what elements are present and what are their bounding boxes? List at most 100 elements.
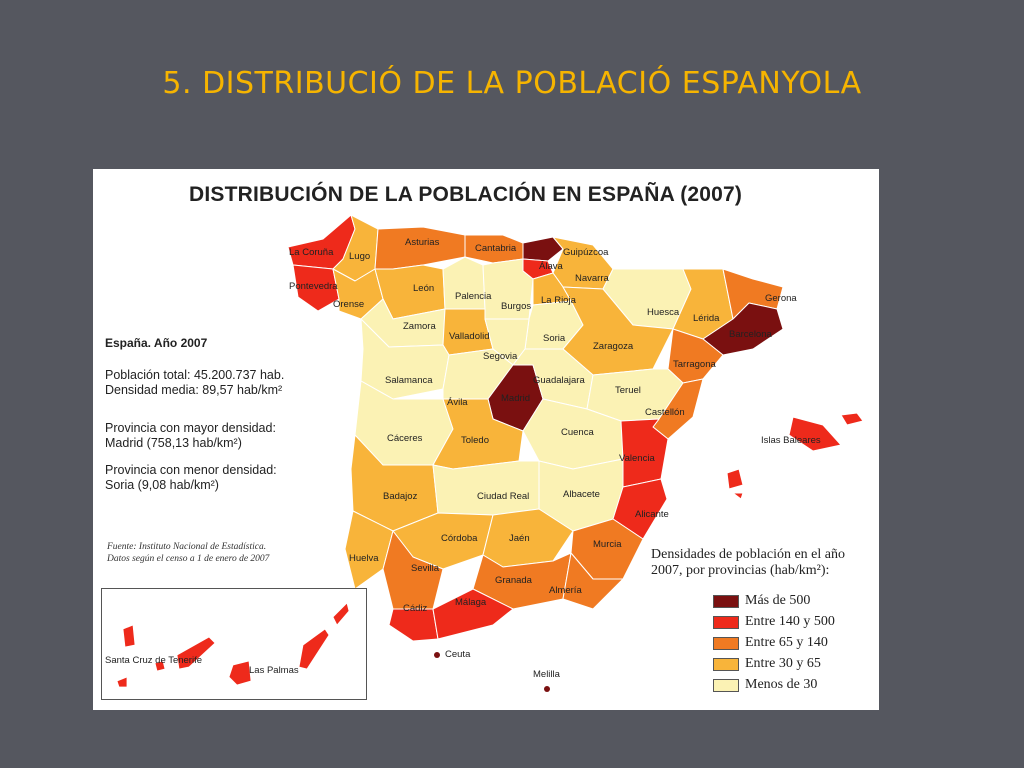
min-density-value: Soria (9,08 hab/km²)	[105, 478, 219, 492]
label-jaen: Jaén	[509, 533, 530, 544]
label-lerida: Lérida	[693, 313, 720, 324]
label-barcelona: Barcelona	[729, 329, 772, 340]
spain-density-map: La Coruña Lugo Asturias Cantabria Guipúz…	[105, 214, 864, 692]
label-cadiz: Cádiz	[403, 603, 428, 614]
region-huelva	[344, 510, 394, 590]
label-pontevedra: Pontevedra	[289, 281, 338, 292]
label-valencia: Valencia	[619, 453, 655, 464]
map-title: DISTRIBUCIÓN DE LA POBLACIÓN EN ESPAÑA (…	[189, 183, 743, 206]
legend-swatch	[713, 637, 739, 650]
label-granada: Granada	[495, 575, 533, 586]
min-density-label: Provincia con menor densidad:	[105, 463, 277, 477]
region-pontevedra	[292, 264, 340, 312]
label-almeria: Almería	[549, 585, 582, 596]
legend-title-line-1: Densidades de población en el año	[651, 547, 845, 562]
source-line-1: Fuente: Instituto Nacional de Estadístic…	[107, 542, 267, 552]
label-salamanca: Salamanca	[385, 375, 433, 386]
label-avila: Ávila	[447, 397, 468, 408]
slide-title: 5. DISTRIBUCIÓ DE LA POBLACIÓ ESPANYOLA	[162, 66, 862, 101]
label-lugo: Lugo	[349, 251, 370, 262]
canary-la-gomera	[154, 660, 166, 672]
legend-swatch	[713, 595, 739, 608]
region-guipuzcoa	[522, 236, 564, 262]
region-almeria	[562, 552, 624, 610]
max-density-info: Provincia con mayor densidad: Madrid (75…	[105, 421, 276, 451]
legend-label: Menos de 30	[745, 677, 818, 692]
source-line-2: Datos según el censo a 1 de enero de 200…	[107, 554, 270, 564]
label-gerona: Gerona	[765, 293, 797, 304]
max-density-value: Madrid (758,13 hab/km²)	[105, 436, 242, 450]
label-cordoba: Córdoba	[441, 533, 478, 544]
population-map-card: DISTRIBUCIÓN DE LA POBLACIÓN EN ESPAÑA (…	[93, 169, 879, 710]
legend-label: Entre 30 y 65	[745, 656, 821, 671]
region-ciudad-real	[432, 460, 540, 516]
label-zamora: Zamora	[403, 321, 436, 332]
canary-la-palma	[122, 624, 136, 648]
max-density-label: Provincia con mayor densidad:	[105, 421, 276, 435]
label-tarragona: Tarragona	[673, 359, 716, 370]
region-cadiz	[388, 608, 439, 642]
label-navarra: Navarra	[575, 273, 610, 284]
info-heading: España. Año 2007	[105, 336, 208, 350]
region-baleares-menorca	[840, 412, 864, 426]
mean-density: Densidad media: 89,57 hab/km²	[105, 383, 283, 397]
label-melilla: Melilla	[533, 669, 561, 680]
label-murcia: Murcia	[593, 539, 622, 550]
label-baleares: Islas Baleares	[761, 435, 821, 446]
min-density-info: Provincia con menor densidad: Soria (9,0…	[105, 463, 277, 493]
label-segovia: Segovia	[483, 351, 518, 362]
canary-tenerife	[176, 636, 216, 670]
region-malaga	[432, 588, 514, 640]
region-baleares-mallorca	[788, 416, 842, 452]
legend-swatch	[713, 658, 739, 671]
label-leon: León	[413, 283, 434, 294]
region-baleares-formentera	[732, 492, 744, 500]
legend-swatch	[713, 616, 739, 629]
label-ciudad-real: Ciudad Real	[477, 491, 529, 502]
label-sevilla: Sevilla	[411, 563, 440, 574]
label-huesca: Huesca	[647, 307, 680, 318]
label-toledo: Toledo	[461, 435, 489, 446]
label-cantabria: Cantabria	[475, 243, 517, 254]
source-note: Fuente: Instituto Nacional de Estadístic…	[107, 541, 269, 565]
label-castellon: Castellón	[645, 407, 685, 418]
region-asturias	[374, 226, 466, 270]
label-alava: Álava	[539, 261, 563, 272]
ceuta-dot	[434, 652, 440, 658]
population-info: Población total: 45.200.737 hab. Densida…	[105, 368, 284, 398]
legend-label: Entre 65 y 140	[745, 635, 828, 650]
label-malaga: Málaga	[455, 597, 487, 608]
melilla-dot	[544, 686, 550, 692]
label-la-rioja: La Rioja	[541, 295, 577, 306]
label-teruel: Teruel	[615, 385, 641, 396]
canary-gran-canaria	[228, 660, 252, 686]
legend-label: Más de 500	[745, 593, 811, 608]
label-zaragoza: Zaragoza	[593, 341, 634, 352]
label-las-palmas: Las Palmas	[249, 665, 299, 676]
label-palencia: Palencia	[455, 291, 492, 302]
legend-label: Entre 140 y 500	[745, 614, 835, 629]
total-population: Población total: 45.200.737 hab.	[105, 368, 285, 382]
region-baleares-ibiza	[726, 468, 744, 490]
canary-fuerteventura	[298, 628, 330, 670]
label-alicante: Alicante	[635, 509, 669, 520]
label-huelva: Huelva	[349, 553, 379, 564]
label-soria: Soria	[543, 333, 566, 344]
label-caceres: Cáceres	[387, 433, 423, 444]
label-orense: Orense	[333, 299, 364, 310]
label-guipuzcoa: Guipúzcoa	[563, 247, 609, 258]
label-ceuta: Ceuta	[445, 649, 471, 660]
label-madrid: Madrid	[501, 393, 530, 404]
canary-el-hierro	[116, 676, 128, 688]
legend-swatch	[713, 679, 739, 692]
canary-islands-inset	[101, 588, 367, 700]
label-cuenca: Cuenca	[561, 427, 594, 438]
label-valladolid: Valladolid	[449, 331, 490, 342]
legend-title: Densidades de población en el año 2007, …	[651, 547, 845, 579]
label-asturias: Asturias	[405, 237, 440, 248]
label-albacete: Albacete	[563, 489, 600, 500]
label-badajoz: Badajoz	[383, 491, 418, 502]
label-la-coruna: La Coruña	[289, 247, 334, 258]
label-guadalajara: Guadalajara	[533, 375, 585, 386]
legend-title-line-2: 2007, por provincias (hab/km²):	[651, 563, 830, 578]
